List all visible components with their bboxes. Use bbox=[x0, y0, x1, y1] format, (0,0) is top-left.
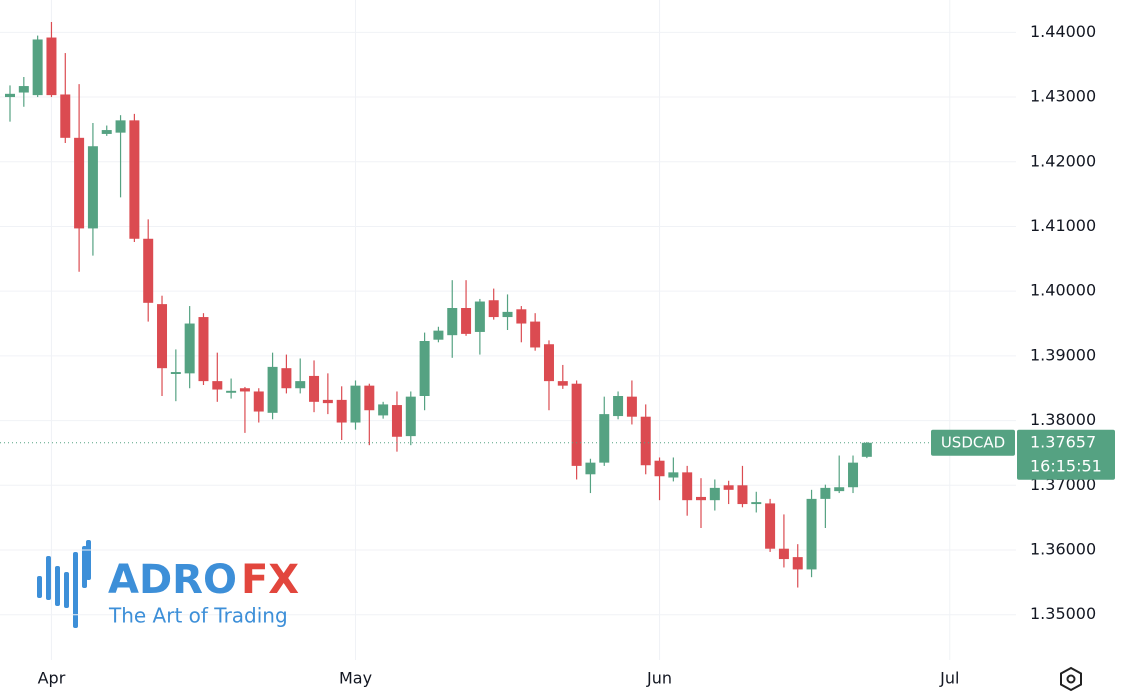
candle-body bbox=[87, 146, 98, 229]
candle-body bbox=[571, 383, 582, 466]
candle-body bbox=[101, 130, 112, 134]
candle-body bbox=[585, 462, 596, 475]
candle-body bbox=[682, 472, 693, 501]
x-tick-label: Jun bbox=[646, 669, 672, 688]
settings-icon[interactable] bbox=[1060, 666, 1082, 692]
candle-body bbox=[74, 137, 85, 229]
x-tick-label: May bbox=[339, 669, 372, 688]
candle-body bbox=[543, 344, 554, 382]
candle-body bbox=[599, 414, 610, 463]
y-tick-label: 1.36000 bbox=[1030, 540, 1096, 559]
candle-body bbox=[834, 487, 845, 492]
candle-body bbox=[212, 381, 223, 390]
logo-name: ADRO FX bbox=[108, 557, 299, 603]
candle-body bbox=[405, 396, 416, 437]
candle-body bbox=[737, 485, 748, 505]
candle-body bbox=[474, 301, 485, 332]
candle-body bbox=[709, 487, 720, 501]
logo-icon bbox=[37, 540, 91, 628]
candle-body bbox=[668, 472, 679, 478]
candle-body bbox=[60, 94, 71, 138]
y-tick-label: 1.41000 bbox=[1030, 216, 1096, 235]
candle-body bbox=[46, 37, 57, 96]
y-tick-label: 1.40000 bbox=[1030, 281, 1096, 300]
y-tick-label: 1.35000 bbox=[1030, 604, 1096, 623]
logo-name-right: FX bbox=[241, 557, 299, 603]
candle-body bbox=[419, 341, 430, 396]
candle-body bbox=[433, 330, 444, 340]
candle-body bbox=[654, 460, 665, 477]
candle-body bbox=[295, 381, 306, 389]
logo-bar bbox=[46, 556, 51, 600]
candle-body bbox=[848, 462, 859, 488]
logo-name-left: ADRO bbox=[108, 557, 237, 603]
candle-body bbox=[557, 381, 568, 386]
logo-tagline: The Art of Trading bbox=[108, 604, 288, 628]
y-tick-label: 1.42000 bbox=[1030, 151, 1096, 170]
candle-body bbox=[751, 502, 762, 505]
candle-body bbox=[253, 391, 264, 412]
candle-body bbox=[640, 416, 651, 466]
symbol-tag bbox=[931, 429, 1015, 456]
candle-body bbox=[226, 390, 237, 393]
candle-body bbox=[32, 39, 43, 96]
candle-body bbox=[613, 396, 624, 417]
candle-body bbox=[143, 238, 154, 303]
logo-bar bbox=[86, 540, 91, 580]
candle-body bbox=[530, 321, 541, 348]
candle-body bbox=[696, 496, 706, 501]
candle-body bbox=[820, 487, 831, 499]
candle-body bbox=[792, 557, 803, 570]
y-tick-label: 1.44000 bbox=[1030, 22, 1096, 41]
symbol-label: USDCAD bbox=[941, 433, 1005, 451]
candle-body bbox=[170, 372, 181, 374]
candle-body bbox=[309, 375, 320, 402]
candle-body bbox=[488, 300, 499, 318]
price-label: 1.37657 bbox=[1030, 432, 1096, 451]
candle-body bbox=[239, 388, 250, 392]
candle-body bbox=[516, 309, 527, 324]
candle-body bbox=[322, 399, 333, 404]
x-tick-label: Apr bbox=[38, 669, 66, 688]
candle-body bbox=[267, 366, 278, 413]
x-tick-label: Jul bbox=[939, 669, 959, 688]
candle-body bbox=[765, 503, 776, 549]
candle-body bbox=[18, 86, 29, 93]
logo-bar bbox=[73, 552, 78, 628]
candle-body bbox=[806, 498, 817, 570]
logo-bar bbox=[64, 572, 69, 608]
candle-body bbox=[129, 120, 140, 239]
candle-body bbox=[350, 385, 361, 423]
y-tick-label: 1.38000 bbox=[1030, 410, 1096, 429]
candle-body bbox=[502, 311, 513, 318]
candle-body bbox=[5, 93, 15, 98]
logo-bar bbox=[82, 546, 87, 588]
price-tag bbox=[1017, 429, 1115, 480]
candle-body bbox=[281, 368, 292, 389]
candle-body bbox=[157, 304, 168, 369]
candle-body bbox=[364, 385, 375, 411]
candle-body bbox=[336, 399, 347, 423]
plot bbox=[0, 0, 1016, 660]
candle-body bbox=[861, 442, 872, 457]
candle-body bbox=[378, 404, 389, 416]
candle-body bbox=[447, 308, 458, 336]
y-tick-label: 1.39000 bbox=[1030, 345, 1096, 364]
candle-body bbox=[391, 405, 402, 437]
candle-body bbox=[461, 308, 472, 334]
candle-body bbox=[626, 396, 637, 417]
y-tick-label: 1.43000 bbox=[1030, 87, 1096, 106]
logo-bar bbox=[55, 566, 60, 606]
logo-bar bbox=[37, 576, 42, 598]
candle-body bbox=[778, 548, 789, 560]
candle-body bbox=[723, 485, 734, 490]
candle-body bbox=[198, 317, 209, 382]
countdown-label: 16:15:51 bbox=[1030, 456, 1102, 475]
candle-body bbox=[115, 120, 126, 133]
candle-body bbox=[184, 323, 195, 374]
